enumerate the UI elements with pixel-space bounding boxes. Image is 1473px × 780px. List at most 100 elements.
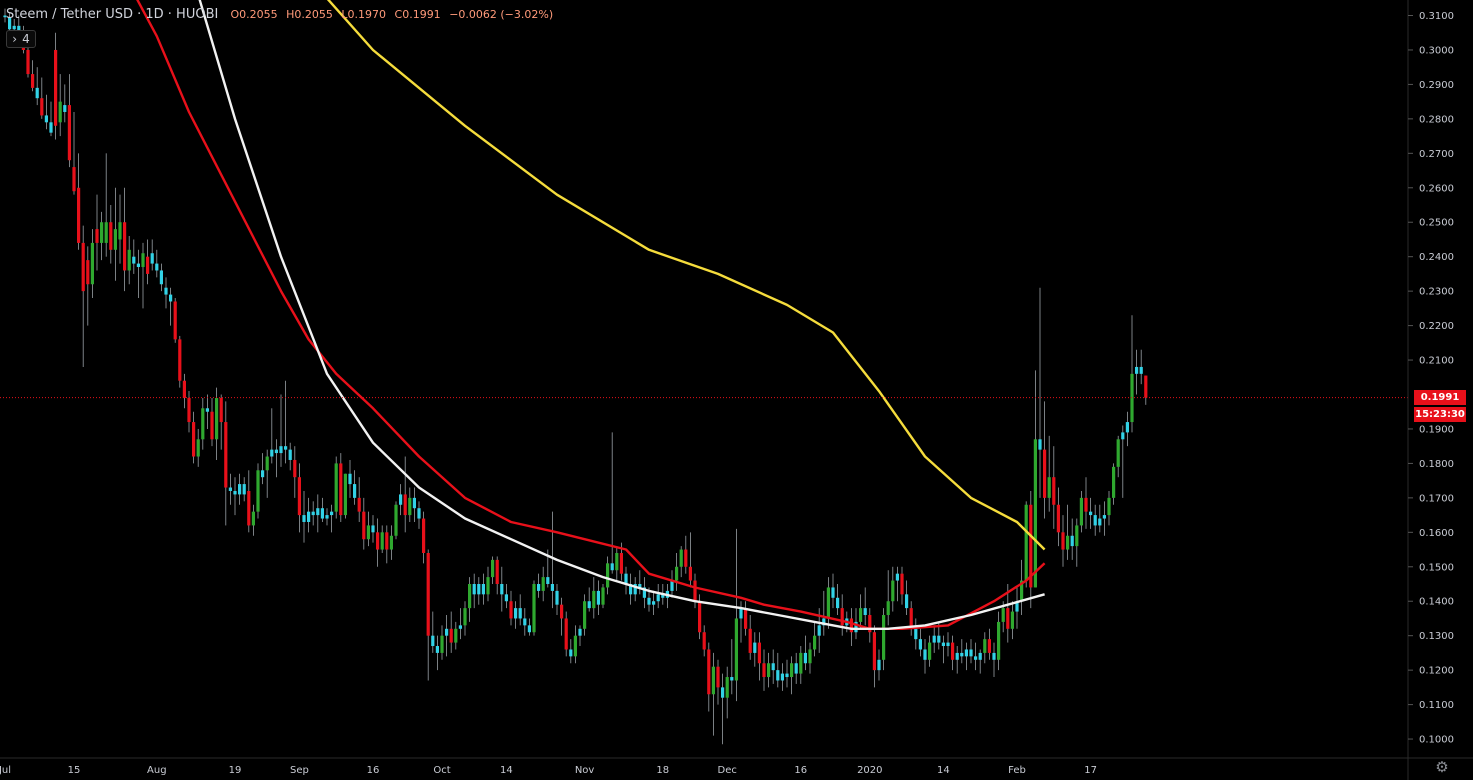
candle-body — [297, 477, 301, 516]
bar-countdown-label: 15:23:30 — [1414, 406, 1466, 422]
candle-body — [362, 511, 366, 540]
candle-body — [928, 642, 932, 660]
candle-body — [422, 518, 426, 553]
candle-body — [624, 573, 628, 585]
candle-body — [81, 242, 85, 292]
candle-body — [822, 618, 826, 626]
candle-body — [316, 508, 320, 516]
candle-body — [716, 666, 720, 688]
candle-body — [1015, 601, 1019, 612]
candle-body — [702, 632, 706, 650]
candle-body — [90, 242, 94, 285]
time-tick-label: 19 — [229, 765, 242, 776]
candle-body — [992, 652, 996, 660]
time-tick-label: 14 — [500, 765, 513, 776]
price-tick-label: 0.1900 — [1419, 424, 1454, 435]
candle-body — [1121, 432, 1125, 440]
candle-body — [684, 549, 688, 567]
candle-body — [836, 597, 840, 609]
candle-body — [477, 584, 481, 595]
candle-body — [647, 597, 651, 605]
candle-body — [601, 587, 605, 605]
candle-body — [1144, 375, 1148, 398]
candle-body — [610, 563, 614, 571]
candle-body — [435, 646, 439, 653]
last-price-label: 0.1991 — [1414, 389, 1466, 405]
candle-body — [192, 422, 196, 457]
candle-body — [86, 260, 90, 285]
price-tick-label: 0.2400 — [1419, 252, 1454, 263]
price-axis[interactable]: 0.3100 0.3000 0.2900 0.2800 0.2700 0.2600 0.25… — [1408, 11, 1454, 746]
candle-body — [895, 573, 899, 581]
candle-body — [734, 618, 738, 681]
candle-body — [228, 487, 232, 491]
change-value: −0.0062 (−3.02%) — [449, 8, 554, 21]
candle-body — [900, 573, 904, 595]
time-tick-label: Dec — [718, 765, 737, 776]
candle-body — [629, 584, 633, 595]
candle-body — [100, 222, 104, 243]
indicators-toggle-button[interactable]: › 4 — [6, 30, 36, 48]
candle-body — [113, 229, 117, 250]
time-axis[interactable]: Jul 15 Aug 19 Sep 16 Oct 14 Nov 18 Dec 16 2020 14 Feb 1… — [0, 765, 1097, 776]
candle-body — [615, 552, 619, 571]
candle-body — [578, 628, 582, 636]
candle-body — [753, 642, 757, 653]
candle-body — [187, 397, 191, 423]
candle-body — [196, 439, 200, 457]
candle-body — [8, 17, 12, 30]
candle-body — [518, 608, 522, 619]
candle-body — [951, 642, 955, 660]
candle-body — [983, 639, 987, 653]
candle-body — [132, 256, 136, 264]
candle-body — [509, 601, 513, 619]
price-tick-label: 0.1000 — [1419, 735, 1454, 746]
candle-body — [905, 594, 909, 609]
candle-body — [882, 615, 886, 660]
candle-body — [1038, 439, 1042, 450]
candle-body — [932, 635, 936, 643]
candle-body — [426, 552, 430, 636]
candle-body — [619, 552, 623, 574]
ma-yellow-line — [326, 0, 1046, 551]
candle-body — [159, 270, 163, 285]
candle-body — [293, 459, 297, 478]
plot-area[interactable] — [3, 0, 1148, 745]
candle-body — [288, 449, 292, 460]
candle-body — [923, 649, 927, 660]
candle-body — [311, 511, 315, 516]
candle-body — [1084, 497, 1088, 512]
gear-icon[interactable]: ⚙ — [1435, 759, 1449, 776]
candle-body — [109, 222, 113, 250]
candle-body — [1010, 611, 1014, 629]
time-tick-label: 16 — [794, 765, 807, 776]
candle-body — [537, 584, 541, 591]
symbol-title[interactable]: Steem / Tether USD · 1D · HUOBI — [6, 7, 219, 22]
time-tick-label: Nov — [575, 765, 595, 776]
candle-body — [937, 635, 941, 643]
candle-body — [780, 673, 784, 681]
candle-body — [670, 580, 674, 591]
candle-body — [173, 301, 177, 340]
candle-body — [808, 649, 812, 664]
candle-body — [914, 628, 918, 640]
candle-body — [918, 639, 922, 650]
candle-body — [592, 590, 596, 609]
candle-body — [44, 115, 48, 123]
candle-body — [1020, 580, 1024, 602]
candle-body — [767, 663, 771, 678]
candle-body — [1061, 532, 1065, 550]
candle-body — [399, 494, 403, 505]
candle-body — [564, 618, 568, 650]
price-tick-label: 0.2700 — [1419, 149, 1454, 160]
candle-body — [127, 249, 131, 271]
candle-body — [201, 408, 205, 440]
candle-body — [371, 525, 375, 533]
candle-body — [468, 584, 472, 609]
candle-body — [72, 167, 76, 192]
price-tick-label: 0.2800 — [1419, 114, 1454, 125]
candle-body — [997, 621, 1001, 660]
high-value: H0.2055 — [286, 8, 333, 21]
candle-body — [546, 577, 550, 585]
